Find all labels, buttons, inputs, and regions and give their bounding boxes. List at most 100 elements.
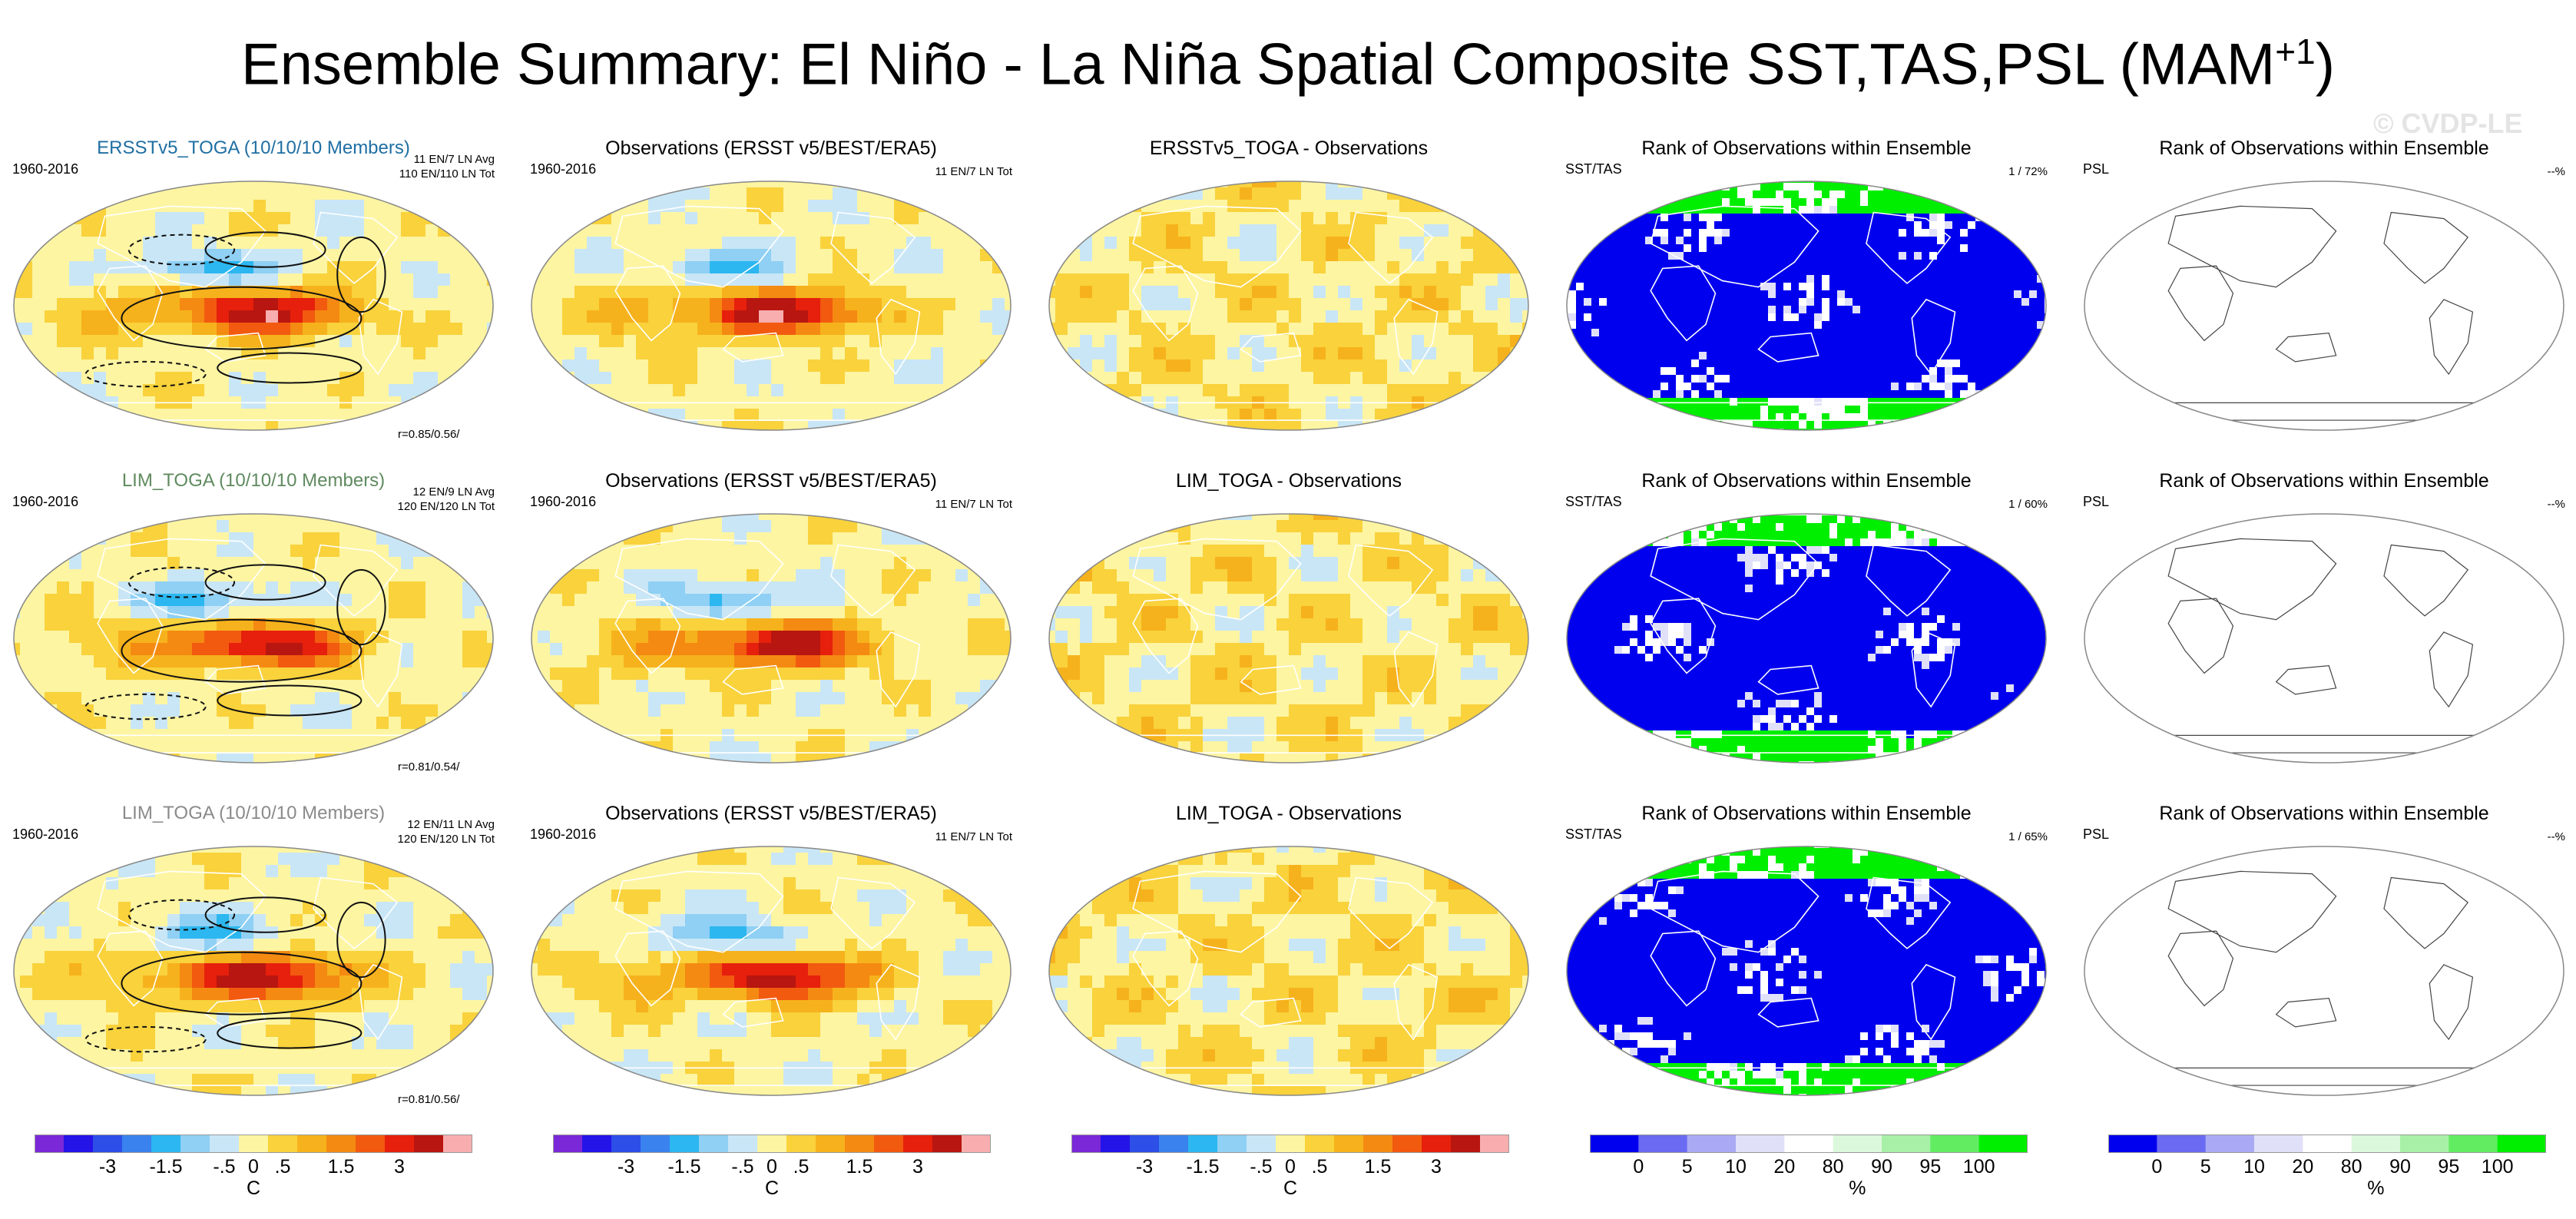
map-cell — [450, 618, 463, 631]
map-cell — [1983, 375, 1992, 383]
coastline — [97, 205, 267, 288]
map-cell — [550, 606, 563, 619]
map-cell — [266, 667, 279, 681]
map-cell — [931, 557, 944, 570]
map-cell — [1922, 344, 1930, 353]
map-cell — [906, 237, 919, 250]
map-cell — [2021, 298, 2030, 306]
map-cell — [845, 409, 858, 422]
map-cell — [1699, 183, 1707, 191]
map-cell — [327, 631, 340, 644]
map-cell — [155, 557, 168, 570]
map-cell — [1338, 298, 1351, 311]
map-cell — [1745, 367, 1753, 376]
map-cell — [1822, 321, 1830, 330]
map-cell — [1510, 310, 1523, 323]
map-cell — [204, 557, 217, 570]
map-cell — [1737, 329, 1746, 337]
map-cell — [217, 347, 230, 360]
event-stats: 11 EN/7 LN Avg 110 EN/110 LN Tot — [399, 153, 495, 181]
map-cell — [980, 372, 993, 385]
map-cell — [919, 581, 932, 595]
map-cell — [1899, 229, 1907, 237]
map-cell — [1714, 329, 1723, 337]
map-cell — [315, 594, 328, 607]
map-cell — [1190, 335, 1204, 348]
map-cell — [266, 323, 279, 336]
map-cell — [1760, 237, 1769, 245]
map-cell — [1937, 214, 1945, 222]
map-cell — [808, 224, 821, 237]
map-cell — [376, 717, 389, 730]
map-cell — [1730, 359, 1738, 368]
map-cell — [1412, 286, 1425, 299]
map-cell — [2021, 306, 2030, 314]
map-cell — [1117, 359, 1130, 373]
map-cell — [106, 347, 119, 360]
map-cell — [1129, 372, 1142, 385]
map-cell — [1952, 206, 1961, 214]
map-cell — [587, 261, 600, 274]
map-cell — [906, 347, 919, 360]
map-cell — [167, 581, 180, 595]
map-cell — [106, 557, 119, 570]
map-cell — [771, 545, 784, 558]
map-cell — [1387, 286, 1400, 299]
map-cell — [538, 594, 551, 607]
map-cell — [278, 545, 291, 558]
map-cell — [315, 359, 328, 373]
map-cell — [401, 717, 414, 730]
map-cell — [303, 532, 316, 545]
map-cell — [636, 212, 649, 225]
map-cell — [611, 224, 624, 237]
map-cell — [192, 187, 205, 200]
map-cell — [1660, 206, 1669, 214]
map-cell — [1630, 329, 1638, 337]
map-cell — [1645, 329, 1654, 337]
map-cell — [1753, 398, 1761, 406]
map-cell — [747, 581, 760, 595]
map-cell — [1914, 290, 1922, 299]
map-cell — [1899, 352, 1907, 360]
map-cell — [919, 606, 932, 619]
map-cell — [1945, 383, 1953, 391]
map-cell — [364, 273, 377, 287]
map-cell — [1301, 323, 1314, 336]
map-cell — [980, 569, 993, 582]
map-cell — [624, 384, 637, 397]
map-cell — [1914, 375, 1922, 383]
map-cell — [1412, 212, 1425, 225]
map-cell — [229, 520, 242, 533]
map-cell — [1252, 323, 1265, 336]
map-cell — [1737, 359, 1746, 368]
map-cell — [1676, 344, 1684, 353]
map-cell — [1860, 244, 1869, 253]
map-cell — [1276, 409, 1290, 422]
map-cell — [413, 335, 426, 348]
map-cell — [131, 359, 144, 373]
coastline — [2132, 402, 2516, 421]
map-cell — [1387, 298, 1400, 311]
map-cell — [180, 237, 193, 250]
map-cell — [290, 667, 303, 681]
map-cell — [204, 532, 217, 545]
map-cell — [1289, 181, 1302, 188]
map-cell — [32, 372, 45, 385]
map-cell — [894, 212, 907, 225]
map-cell — [845, 273, 858, 287]
map-cell — [1461, 310, 1474, 323]
map-cell — [611, 557, 624, 570]
map-cell — [69, 631, 82, 644]
map-cell — [845, 594, 858, 607]
map-cell — [2029, 298, 2038, 306]
map-cell — [1983, 344, 1992, 353]
map-cell — [1845, 329, 1853, 337]
map-cell — [155, 409, 168, 422]
map-cell — [1876, 229, 1884, 237]
map-cell — [1068, 273, 1081, 287]
map-cell — [180, 520, 193, 533]
map-cell — [1760, 413, 1769, 422]
map-cell — [587, 298, 600, 311]
map-cell — [710, 261, 723, 274]
map-cell — [241, 421, 254, 430]
